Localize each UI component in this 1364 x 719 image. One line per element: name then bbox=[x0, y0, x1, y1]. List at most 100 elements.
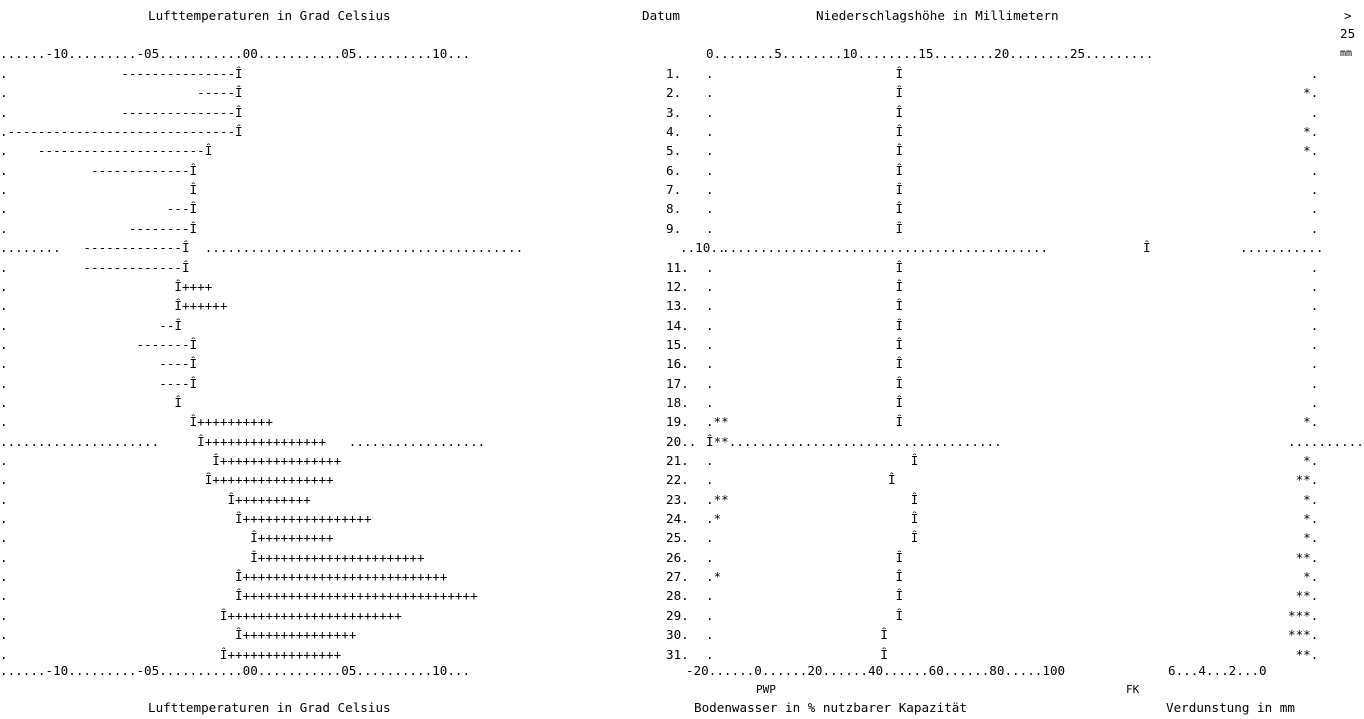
precipitation-bar: ........................................… bbox=[722, 240, 1049, 256]
soil-water-marker: Î bbox=[706, 182, 904, 198]
temperature-bar: . Î++++++++++++++++++++++ bbox=[0, 549, 425, 565]
temperature-bar: . Î++++++++++++++++ bbox=[0, 453, 342, 468]
evaporation-bar: . bbox=[1288, 375, 1319, 391]
precipitation-bar: . bbox=[706, 317, 714, 333]
temperature-bar: . Î bbox=[0, 394, 182, 410]
soil-water-marker: Î bbox=[706, 336, 904, 352]
soil-water-marker: Î bbox=[706, 201, 904, 217]
temperature-bar: . Î+++++++++++++++ bbox=[0, 646, 342, 662]
evaporation-bar: *. bbox=[1288, 530, 1319, 546]
temperature-bar: . --------Î bbox=[0, 220, 198, 236]
temperature-bar: . Î++++ bbox=[0, 278, 213, 294]
temperature-bar: ........ -------------Î ................… bbox=[0, 240, 524, 256]
evaporation-bar: ........... bbox=[1240, 240, 1324, 256]
evaporation-bar: . bbox=[1288, 394, 1319, 410]
date-label: 29. bbox=[666, 607, 689, 623]
soil-water-marker: Î bbox=[706, 588, 904, 604]
evaporation-bar: *. bbox=[1288, 143, 1319, 159]
soil-water-marker: Î bbox=[706, 317, 904, 333]
evaporation-bar: . bbox=[1288, 162, 1319, 178]
precipitation-bar: . bbox=[706, 104, 714, 120]
temperature-bar: . ---------------Î bbox=[0, 104, 243, 120]
precipitation-bar: . bbox=[706, 259, 714, 275]
date-label: 30. bbox=[666, 627, 689, 643]
temperature-bar: . ----------------------Î bbox=[0, 143, 213, 159]
evaporation-bar: . bbox=[1288, 317, 1319, 333]
precipitation-bar: . bbox=[706, 66, 714, 81]
evaporation-bar: ........... bbox=[1288, 433, 1364, 449]
evaporation-title: Verdunstung in mm bbox=[1166, 700, 1295, 715]
soil-water-marker: Î bbox=[706, 104, 904, 120]
temperature-bar: . -----Î bbox=[0, 85, 243, 101]
precipitation-bar: . bbox=[706, 356, 714, 372]
evaporation-bar: *. bbox=[1288, 453, 1319, 468]
temperature-bar: .------------------------------Î bbox=[0, 124, 243, 140]
soil-water-marker: Î bbox=[706, 627, 888, 643]
temperature-bar: . Î++++++++++++++++ bbox=[0, 472, 334, 488]
date-label: 19. bbox=[666, 414, 689, 430]
soil-water-scale-bottom: -20......0......20......40......60......… bbox=[686, 663, 1066, 678]
soil-water-marker: Î bbox=[706, 569, 904, 585]
date-label: 16. bbox=[666, 356, 689, 372]
evaporation-bar: . bbox=[1288, 201, 1319, 217]
date-label: 3. bbox=[666, 104, 682, 120]
temperature-bar: . Î++++++++++ bbox=[0, 530, 334, 546]
soil-water-marker: Î bbox=[1143, 240, 1151, 256]
soil-water-marker: Î bbox=[706, 511, 919, 527]
precipitation-bar: . bbox=[706, 375, 714, 391]
precipitation-bar: .* bbox=[706, 511, 722, 527]
evaporation-bar: . bbox=[1288, 182, 1319, 198]
evaporation-bar: . bbox=[1288, 336, 1319, 352]
evaporation-bar: . bbox=[1288, 298, 1319, 314]
soil-water-marker: Î bbox=[706, 356, 904, 372]
evaporation-bar: . bbox=[1288, 220, 1319, 236]
soil-water-marker: Î bbox=[706, 394, 904, 410]
evaporation-bar: **. bbox=[1288, 549, 1319, 565]
precipitation-bar: . bbox=[706, 549, 714, 565]
precipitation-bar: . bbox=[706, 607, 714, 623]
evaporation-bar: . bbox=[1288, 66, 1319, 81]
temperature-title: Lufttemperaturen in Grad Celsius bbox=[148, 8, 391, 23]
date-label: 6. bbox=[666, 162, 682, 178]
date-label: 14. bbox=[666, 317, 689, 333]
soil-water-marker: Î bbox=[706, 607, 904, 623]
temperature-scale-bottom: ......-10.........-05...........00......… bbox=[0, 663, 471, 678]
precipitation-bar: . bbox=[706, 588, 714, 604]
precipitation-bar: . bbox=[706, 201, 714, 217]
temperature-bar: . Î bbox=[0, 182, 198, 198]
date-label: 2. bbox=[666, 85, 682, 101]
soil-water-marker: Î bbox=[706, 143, 904, 159]
temperature-bar: ..................... Î++++++++++++++++ … bbox=[0, 433, 486, 449]
precipitation-bar: . bbox=[706, 472, 714, 488]
precipitation-scale-top: 0........5........10........15........20… bbox=[706, 46, 1154, 61]
evaporation-bar: . bbox=[1288, 259, 1319, 275]
evaporation-bar: **. bbox=[1288, 646, 1319, 662]
date-label: 27. bbox=[666, 569, 689, 585]
date-label: 31. bbox=[666, 646, 689, 662]
temperature-bar: . Î+++++++++++++++++++++++ bbox=[0, 607, 402, 623]
soil-water-title: Bodenwasser in % nutzbarer Kapazität bbox=[694, 700, 967, 715]
date-label: 4. bbox=[666, 124, 682, 140]
soil-water-marker: Î bbox=[706, 124, 904, 140]
evaporation-scale-bottom: 6...4...2...0 bbox=[1168, 663, 1267, 678]
evaporation-bar: . bbox=[1288, 278, 1319, 294]
precipitation-bar: .** bbox=[706, 414, 729, 430]
precipitation-bar: . bbox=[706, 220, 714, 236]
temperature-bar: . ----Î bbox=[0, 375, 198, 391]
date-label: 28. bbox=[666, 588, 689, 604]
precipitation-bar: .** bbox=[706, 491, 729, 507]
precipitation-bar: . bbox=[706, 298, 714, 314]
date-label: 1. bbox=[666, 66, 682, 81]
precipitation-bar: . bbox=[706, 453, 714, 468]
date-label: 25. bbox=[666, 530, 689, 546]
date-label: 12. bbox=[666, 278, 689, 294]
evaporation-bar: *. bbox=[1288, 511, 1319, 527]
unit-mm-label: mm bbox=[1340, 48, 1353, 59]
soil-water-marker: Î bbox=[706, 162, 904, 178]
date-label: 17. bbox=[666, 375, 689, 391]
evaporation-bar: *. bbox=[1288, 491, 1319, 507]
date-label: ..10.. bbox=[680, 240, 726, 256]
precipitation-bar: . bbox=[706, 143, 714, 159]
evaporation-bar: ***. bbox=[1288, 627, 1319, 643]
evaporation-bar: *. bbox=[1288, 85, 1319, 101]
